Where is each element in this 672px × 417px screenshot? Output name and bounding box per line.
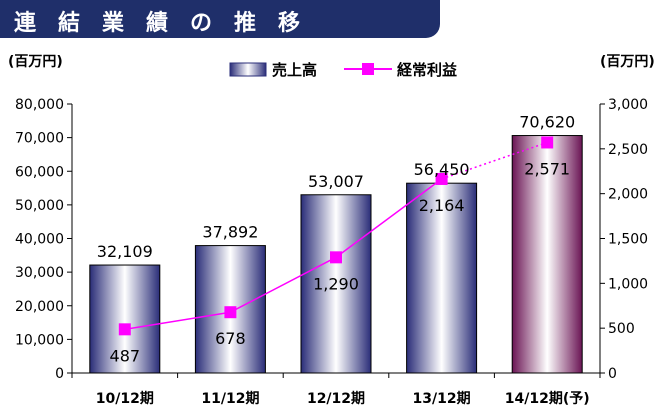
line-value-label: 678 bbox=[215, 329, 246, 348]
right-tick-label: 2,000 bbox=[608, 187, 648, 203]
x-tick-label: 10/12期 bbox=[96, 391, 154, 407]
x-tick-label: 14/12期(予) bbox=[505, 391, 590, 407]
left-tick-label: 30,000 bbox=[15, 265, 64, 281]
axes: 0 10,000 20,000 30,000 40,000 50,000 60,000 70,… bbox=[15, 97, 648, 407]
legend-bar-label: 売上高 bbox=[272, 61, 317, 79]
line-point bbox=[330, 251, 342, 264]
bar-value-label: 32,109 bbox=[97, 242, 153, 261]
left-tick-label: 60,000 bbox=[15, 164, 64, 180]
line-series bbox=[118, 136, 554, 336]
line-segment bbox=[335, 178, 443, 258]
line-value-label: 487 bbox=[110, 346, 141, 365]
line-point bbox=[435, 172, 448, 185]
x-tick-label: 11/12期 bbox=[201, 391, 259, 407]
legend: 売上高 経常利益 bbox=[229, 61, 457, 79]
bar-value-label: 53,007 bbox=[308, 172, 364, 191]
left-tick-label: 70,000 bbox=[15, 131, 64, 147]
bar-value-label: 56,450 bbox=[414, 160, 470, 179]
title-bar: 連結業績の推移 bbox=[0, 0, 440, 38]
chart-title: 連結業績の推移 bbox=[14, 11, 323, 36]
bar bbox=[406, 182, 478, 374]
legend-line-marker bbox=[362, 63, 374, 75]
right-tick-label: 500 bbox=[608, 321, 635, 337]
line-point bbox=[224, 306, 237, 319]
left-tick-label: 0 bbox=[55, 366, 64, 382]
bar-value-label: 70,620 bbox=[519, 113, 575, 132]
left-tick-label: 10,000 bbox=[15, 332, 64, 348]
line-segment bbox=[124, 311, 231, 331]
left-axis-unit: (百万円) bbox=[8, 54, 63, 70]
legend-bar-swatch bbox=[229, 62, 267, 77]
left-tick-label: 40,000 bbox=[15, 232, 64, 248]
right-tick-label: 0 bbox=[608, 366, 617, 382]
bar bbox=[300, 194, 372, 374]
bar bbox=[89, 264, 161, 374]
left-tick-label: 20,000 bbox=[15, 299, 64, 315]
line-value-label: 1,290 bbox=[313, 274, 359, 293]
right-tick-label: 1,500 bbox=[608, 232, 648, 248]
left-tick-label: 80,000 bbox=[15, 97, 64, 113]
right-axis-unit: (百万円) bbox=[600, 54, 655, 70]
line-value-label: 2,164 bbox=[419, 196, 465, 215]
right-tick-label: 2,500 bbox=[608, 142, 648, 158]
bar-forecast bbox=[511, 135, 583, 374]
right-tick-label: 1,000 bbox=[608, 276, 648, 292]
legend-line-label: 経常利益 bbox=[397, 61, 457, 79]
line-point bbox=[118, 323, 131, 336]
line-value-label: 2,571 bbox=[524, 159, 570, 178]
line-segment bbox=[230, 256, 337, 313]
data-labels: 32,109 37,892 53,007 56,450 70,620 487 678 1,29… bbox=[97, 113, 575, 366]
line-segment-forecast bbox=[441, 141, 548, 180]
x-tick-label: 12/12期 bbox=[307, 391, 365, 407]
left-tick-label: 50,000 bbox=[15, 198, 64, 214]
x-tick-label: 13/12期 bbox=[413, 391, 471, 407]
line-point bbox=[541, 136, 554, 149]
bar-value-label: 37,892 bbox=[202, 223, 258, 242]
right-tick-label: 3,000 bbox=[608, 97, 648, 113]
